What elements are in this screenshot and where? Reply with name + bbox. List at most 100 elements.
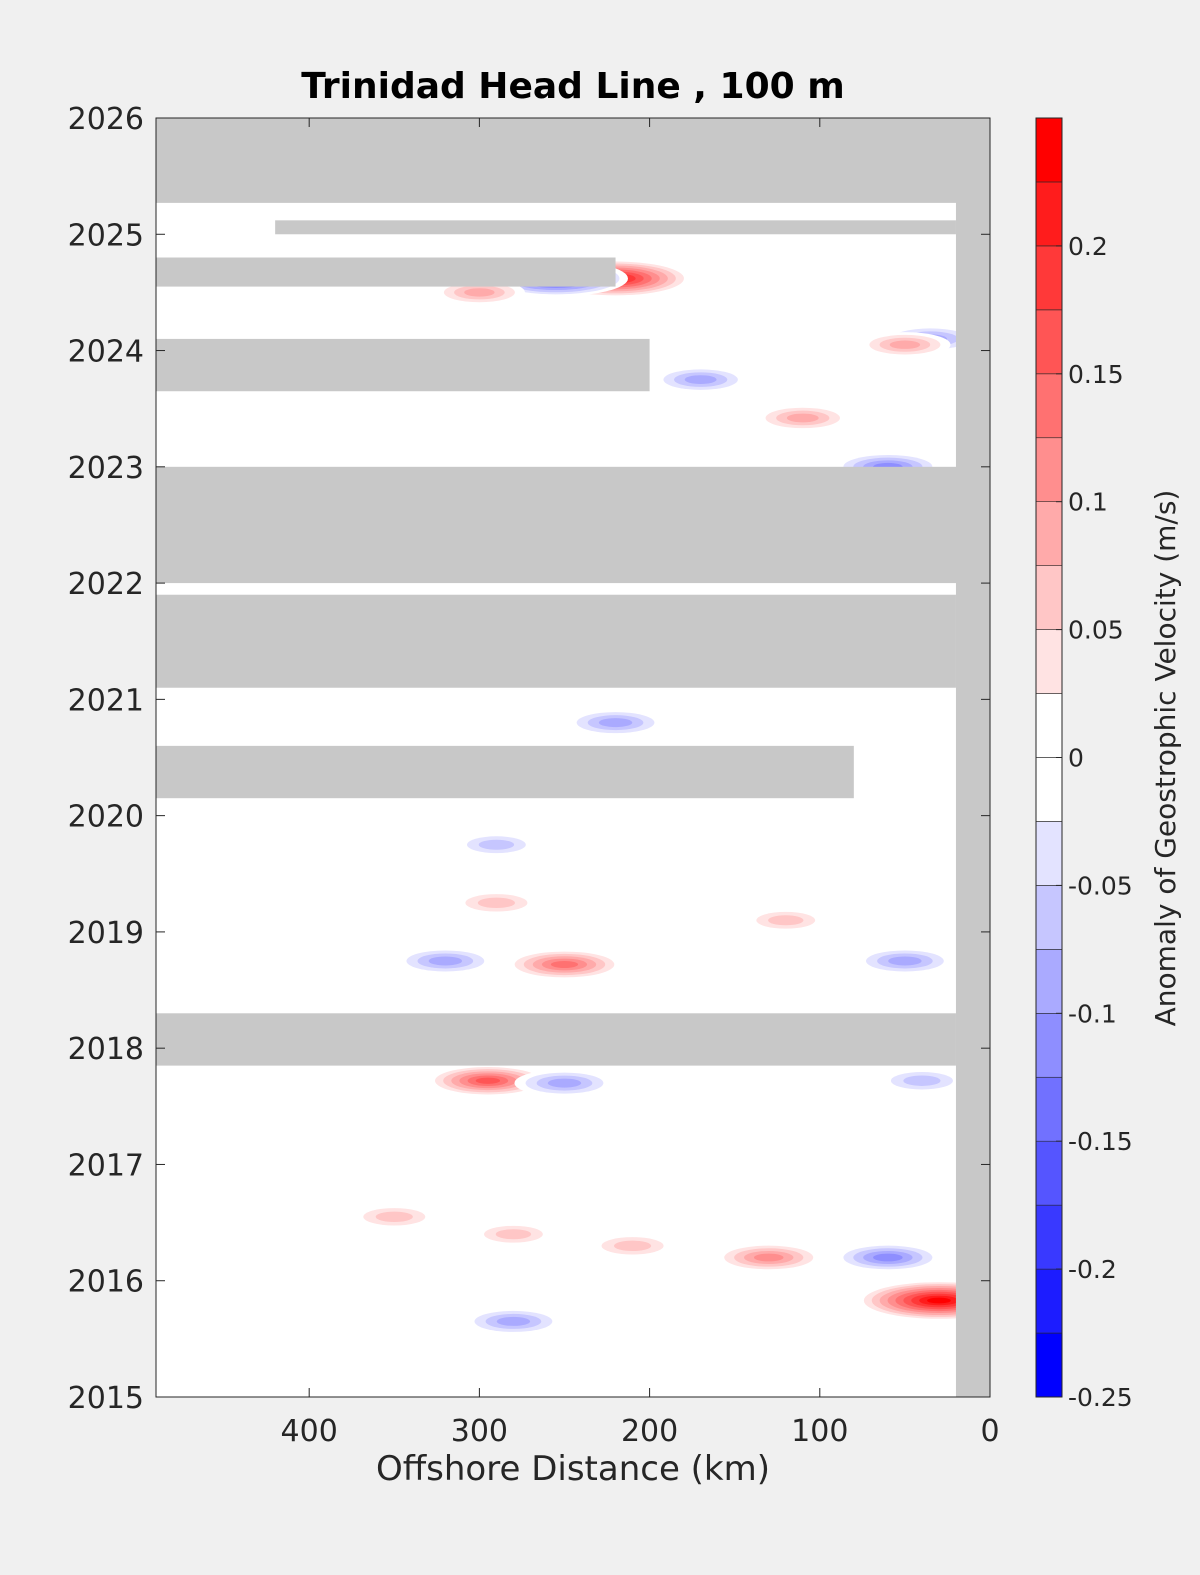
y-tick-label: 2021 xyxy=(68,683,144,718)
colorbar-tick-label: 0 xyxy=(1068,744,1084,773)
y-tick-label: 2015 xyxy=(68,1381,144,1416)
no-data-region xyxy=(275,220,956,235)
y-tick-label: 2017 xyxy=(68,1148,144,1183)
x-axis: 400 300 200 100 0 xyxy=(281,118,1000,1449)
colorbar-band xyxy=(1035,309,1063,375)
contour-level xyxy=(477,897,516,909)
colorbar-tick-label: 0.05 xyxy=(1068,616,1124,645)
colorbar-band xyxy=(1035,565,1063,630)
contour-level xyxy=(464,288,495,297)
y-tick-label: 2025 xyxy=(68,218,144,253)
colorbar-tick-label: -0.2 xyxy=(1068,1255,1117,1284)
anomaly-blob xyxy=(754,404,851,432)
plot-area xyxy=(156,118,990,1397)
colorbar-band xyxy=(1035,885,1063,950)
x-tick-label: 100 xyxy=(791,1414,848,1449)
y-tick-label: 2018 xyxy=(68,1032,144,1067)
x-tick-label: 0 xyxy=(980,1414,999,1449)
contour-level xyxy=(375,1211,413,1222)
anomaly-blob xyxy=(463,1307,564,1335)
anomaly-blob xyxy=(855,1280,990,1321)
anomaly-blob xyxy=(565,709,666,737)
colorbar-tick-label: -0.05 xyxy=(1068,871,1133,900)
colorbar-band xyxy=(1035,245,1063,311)
colorbar-band xyxy=(1035,501,1063,566)
contour-level xyxy=(550,960,579,968)
colorbar-band xyxy=(1035,821,1063,886)
colorbar-tick-label: 0.1 xyxy=(1068,488,1108,517)
colorbar-ticks: -0.25 -0.2 -0.15 -0.1 -0.05 0 0.05 0.1 0.15 0.2 xyxy=(1056,232,1133,1412)
anomaly-blob xyxy=(395,947,496,975)
contour-level xyxy=(547,1078,582,1088)
anomaly-blob xyxy=(878,1068,966,1093)
y-tick-label: 2022 xyxy=(68,567,144,602)
contour-level xyxy=(786,413,819,423)
no-data-region xyxy=(156,257,616,287)
contour-level xyxy=(613,1240,652,1252)
colorbar-band xyxy=(1035,1012,1063,1078)
anomaly-blob xyxy=(652,366,749,393)
anomaly-blob xyxy=(426,1064,549,1097)
contour-level xyxy=(475,1077,501,1084)
colorbar-tick-label: 0.2 xyxy=(1068,232,1108,261)
y-axis: 2015 2016 2017 2018 2019 2020 2021 2022 2023 2024… xyxy=(68,102,990,1416)
colorbar-tick-label: 0.15 xyxy=(1068,360,1124,389)
no-data-region xyxy=(955,118,990,1397)
anomaly-blob xyxy=(859,332,951,358)
colorbar-tick-label: -0.1 xyxy=(1068,999,1117,1028)
anomaly-blob xyxy=(854,947,955,975)
colorbar-tick-label: -0.25 xyxy=(1068,1383,1133,1412)
contour-level xyxy=(496,1316,531,1326)
colorbar-band xyxy=(1035,1204,1063,1270)
y-tick-label: 2020 xyxy=(68,800,144,835)
x-tick-label: 400 xyxy=(281,1414,338,1449)
colorbar-band xyxy=(1035,693,1063,758)
colorbar-label: Anomaly of Geostrophic Velocity (m/s) xyxy=(1149,490,1182,1027)
plot-frame xyxy=(155,117,991,1398)
x-tick-label: 300 xyxy=(451,1414,508,1449)
colorbar-tick-label: -0.15 xyxy=(1068,1127,1133,1156)
colorbar-band xyxy=(1035,949,1063,1014)
anomaly-blob xyxy=(505,949,624,980)
colorbar-band xyxy=(1035,373,1063,439)
colorbar-band xyxy=(1035,181,1063,247)
contour-level xyxy=(889,340,921,349)
colorbar-band xyxy=(1035,1076,1063,1142)
contour-level xyxy=(753,1253,784,1262)
anomaly-blob xyxy=(455,833,538,857)
no-data-region xyxy=(156,594,956,688)
x-axis-label: Offshore Distance (km) xyxy=(376,1449,770,1489)
contour-level xyxy=(684,375,717,385)
colorbar-band xyxy=(1035,117,1063,183)
contour-level xyxy=(428,956,463,966)
no-data-region xyxy=(156,745,854,799)
colorbar-band xyxy=(1035,757,1063,822)
colorbar-band xyxy=(1035,1332,1063,1398)
contour-level xyxy=(598,718,633,728)
no-data-region xyxy=(156,338,650,392)
contour-level xyxy=(903,1075,941,1086)
anomaly-blob xyxy=(744,908,827,932)
contour-level xyxy=(478,839,515,850)
y-tick-label: 2026 xyxy=(68,102,144,137)
y-tick-label: 2016 xyxy=(68,1265,144,1300)
anomaly-blob xyxy=(514,1069,615,1097)
y-tick-label: 2023 xyxy=(68,451,144,486)
anomaly-blob xyxy=(589,1233,676,1259)
no-data-region xyxy=(156,466,990,584)
contour-level xyxy=(927,1297,951,1304)
no-data-region xyxy=(156,1013,956,1066)
colorbar-band xyxy=(1035,437,1063,503)
no-data-regions xyxy=(156,118,990,1397)
colorbar-band xyxy=(1035,1140,1063,1206)
y-tick-label: 2019 xyxy=(68,916,144,951)
contour-level xyxy=(873,1253,903,1262)
contour-level xyxy=(495,1229,532,1240)
contour-level xyxy=(888,956,922,966)
y-tick-label: 2024 xyxy=(68,335,144,370)
chart-title: Trinidad Head Line , 100 m xyxy=(301,66,844,107)
colorbar xyxy=(1035,117,1063,1398)
colorbar-band xyxy=(1035,629,1063,694)
anomaly-blob xyxy=(453,890,540,916)
